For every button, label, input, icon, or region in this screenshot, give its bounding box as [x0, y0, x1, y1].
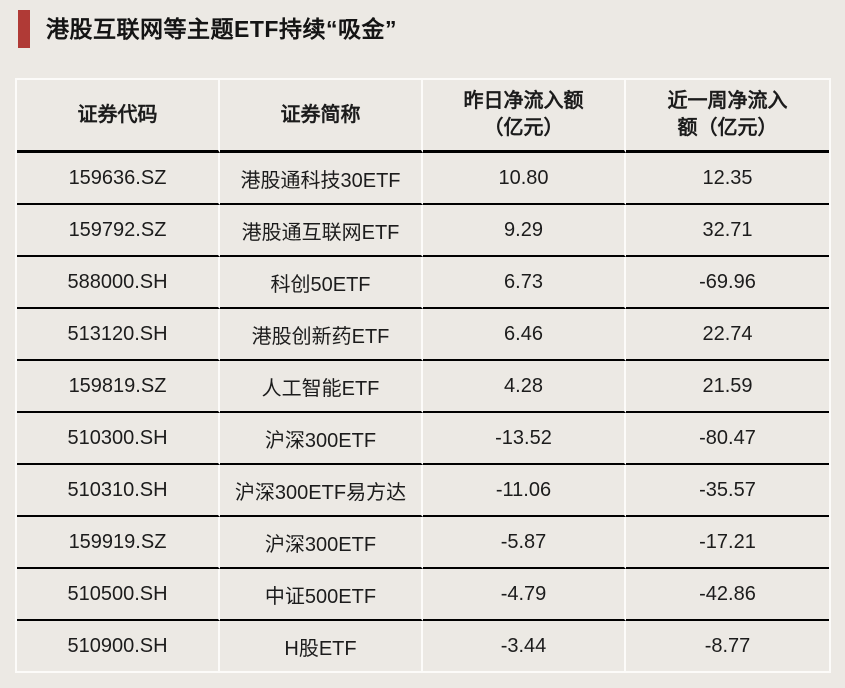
week-net-inflow-cell: 32.71 [626, 205, 829, 257]
table-row: 510300.SH 沪深300ETF -13.52 -80.47 [17, 413, 829, 465]
week-net-inflow-cell: -35.57 [626, 465, 829, 517]
security-code-cell: 159919.SZ [17, 517, 220, 569]
security-name-cell: 港股创新药ETF [220, 309, 423, 361]
yesterday-net-inflow-cell: 4.28 [423, 361, 626, 413]
security-name-cell: 港股通科技30ETF [220, 153, 423, 205]
week-net-inflow-cell: -8.77 [626, 621, 829, 673]
yesterday-net-inflow-cell: -3.44 [423, 621, 626, 673]
table-row: 159636.SZ 港股通科技30ETF 10.80 12.35 [17, 153, 829, 205]
page-title-text: 港股互联网等主题ETF持续“吸金” [46, 16, 397, 42]
yesterday-net-inflow-cell: -13.52 [423, 413, 626, 465]
table-header: 证券代码 证券简称 昨日净流入额 （亿元） 近一周净流入 额（亿元） [17, 80, 829, 153]
security-code-cell: 513120.SH [17, 309, 220, 361]
column-header-week-net-inflow: 近一周净流入 额（亿元） [626, 80, 829, 153]
table-row: 513120.SH 港股创新药ETF 6.46 22.74 [17, 309, 829, 361]
security-code-cell: 588000.SH [17, 257, 220, 309]
week-net-inflow-cell: 22.74 [626, 309, 829, 361]
title-accent-bar [18, 10, 30, 48]
security-code-cell: 510900.SH [17, 621, 220, 673]
table-row: 588000.SH 科创50ETF 6.73 -69.96 [17, 257, 829, 309]
table-row: 510310.SH 沪深300ETF易方达 -11.06 -35.57 [17, 465, 829, 517]
week-net-inflow-cell: -17.21 [626, 517, 829, 569]
security-code-cell: 510300.SH [17, 413, 220, 465]
security-name-cell: 港股通互联网ETF [220, 205, 423, 257]
table-row: 159792.SZ 港股通互联网ETF 9.29 32.71 [17, 205, 829, 257]
security-code-cell: 510500.SH [17, 569, 220, 621]
week-net-inflow-cell: -69.96 [626, 257, 829, 309]
yesterday-net-inflow-cell: 9.29 [423, 205, 626, 257]
table-row: 159919.SZ 沪深300ETF -5.87 -17.21 [17, 517, 829, 569]
page-title: 港股互联网等主题ETF持续“吸金” [0, 0, 845, 49]
table-row: 159819.SZ 人工智能ETF 4.28 21.59 [17, 361, 829, 413]
security-name-cell: 中证500ETF [220, 569, 423, 621]
yesterday-net-inflow-cell: 10.80 [423, 153, 626, 205]
column-header-security-name: 证券简称 [220, 80, 423, 153]
security-name-cell: 科创50ETF [220, 257, 423, 309]
security-code-cell: 159819.SZ [17, 361, 220, 413]
page: 港股互联网等主题ETF持续“吸金” 证券代码 证券简称 昨日净流入额 （亿元） 近一周… [0, 0, 845, 673]
security-name-cell: H股ETF [220, 621, 423, 673]
week-net-inflow-cell: -42.86 [626, 569, 829, 621]
security-name-cell: 沪深300ETF [220, 517, 423, 569]
table-header-row: 证券代码 证券简称 昨日净流入额 （亿元） 近一周净流入 额（亿元） [17, 80, 829, 153]
week-net-inflow-cell: 21.59 [626, 361, 829, 413]
security-code-cell: 159792.SZ [17, 205, 220, 257]
security-code-cell: 159636.SZ [17, 153, 220, 205]
table-body: 159636.SZ 港股通科技30ETF 10.80 12.35 159792.SZ 港股… [17, 153, 829, 673]
column-header-security-code: 证券代码 [17, 80, 220, 153]
security-name-cell: 人工智能ETF [220, 361, 423, 413]
security-name-cell: 沪深300ETF易方达 [220, 465, 423, 517]
table-row: 510900.SH H股ETF -3.44 -8.77 [17, 621, 829, 673]
week-net-inflow-cell: -80.47 [626, 413, 829, 465]
yesterday-net-inflow-cell: 6.46 [423, 309, 626, 361]
column-header-yesterday-net-inflow: 昨日净流入额 （亿元） [423, 80, 626, 153]
table-row: 510500.SH 中证500ETF -4.79 -42.86 [17, 569, 829, 621]
yesterday-net-inflow-cell: -4.79 [423, 569, 626, 621]
yesterday-net-inflow-cell: 6.73 [423, 257, 626, 309]
security-name-cell: 沪深300ETF [220, 413, 423, 465]
security-code-cell: 510310.SH [17, 465, 220, 517]
week-net-inflow-cell: 12.35 [626, 153, 829, 205]
yesterday-net-inflow-cell: -11.06 [423, 465, 626, 517]
yesterday-net-inflow-cell: -5.87 [423, 517, 626, 569]
etf-flow-table: 证券代码 证券简称 昨日净流入额 （亿元） 近一周净流入 额（亿元） 159636.S… [15, 78, 831, 673]
